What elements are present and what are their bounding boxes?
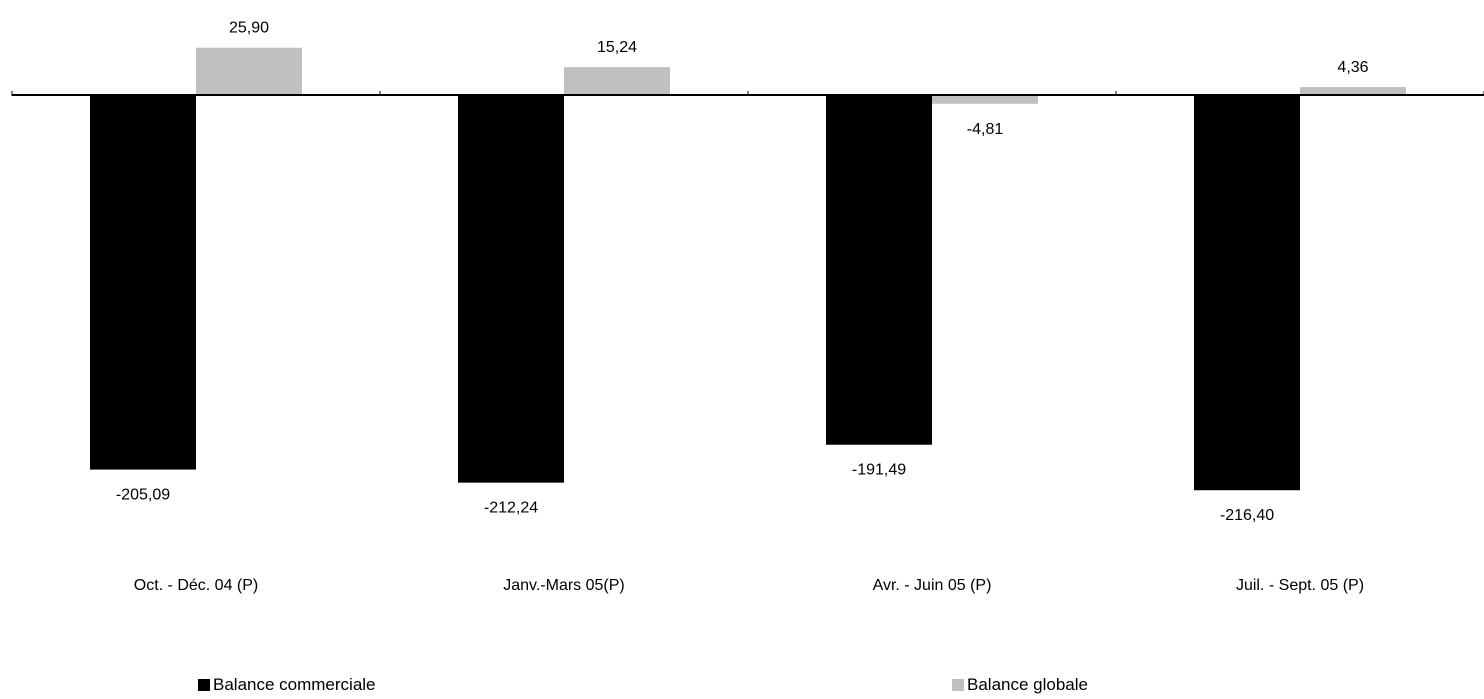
bar-balance-globale-1 <box>196 47 302 95</box>
data-label-balance-globale-2: 15,24 <box>597 39 637 56</box>
legend-swatch-balance-commerciale <box>198 679 210 691</box>
bar-balance-commerciale-2 <box>458 95 564 483</box>
category-label-1: Oct. - Déc. 04 (P) <box>134 577 258 594</box>
category-label-4: Juil. - Sept. 05 (P) <box>1236 577 1364 594</box>
legend-item-balance-globale: Balance globale <box>952 675 1088 695</box>
legend-swatch-balance-globale <box>952 679 964 691</box>
bar-balance-commerciale-3 <box>826 95 932 445</box>
category-label-3: Avr. - Juin 05 (P) <box>873 577 992 594</box>
bar-balance-commerciale-1 <box>90 95 196 470</box>
bar-balance-globale-2 <box>564 67 670 95</box>
data-label-balance-globale-3: -4,81 <box>967 121 1004 138</box>
bar-balance-globale-3 <box>932 95 1038 104</box>
data-label-balance-commerciale-3: -191,49 <box>852 462 906 479</box>
legend-item-balance-commerciale: Balance commerciale <box>198 675 376 695</box>
data-label-balance-commerciale-2: -212,24 <box>484 500 538 517</box>
data-label-balance-globale-1: 25,90 <box>229 20 269 37</box>
legend-label-balance-commerciale: Balance commerciale <box>213 675 376 694</box>
bar-balance-commerciale-4 <box>1194 95 1300 491</box>
data-label-balance-commerciale-1: -205,09 <box>116 487 170 504</box>
bar-balance-globale-4 <box>1300 87 1406 95</box>
data-label-balance-commerciale-4: -216,40 <box>1220 507 1274 524</box>
data-label-balance-globale-4: 4,36 <box>1337 59 1368 76</box>
legend-label-balance-globale: Balance globale <box>967 675 1088 694</box>
category-label-2: Janv.-Mars 05(P) <box>503 577 625 594</box>
